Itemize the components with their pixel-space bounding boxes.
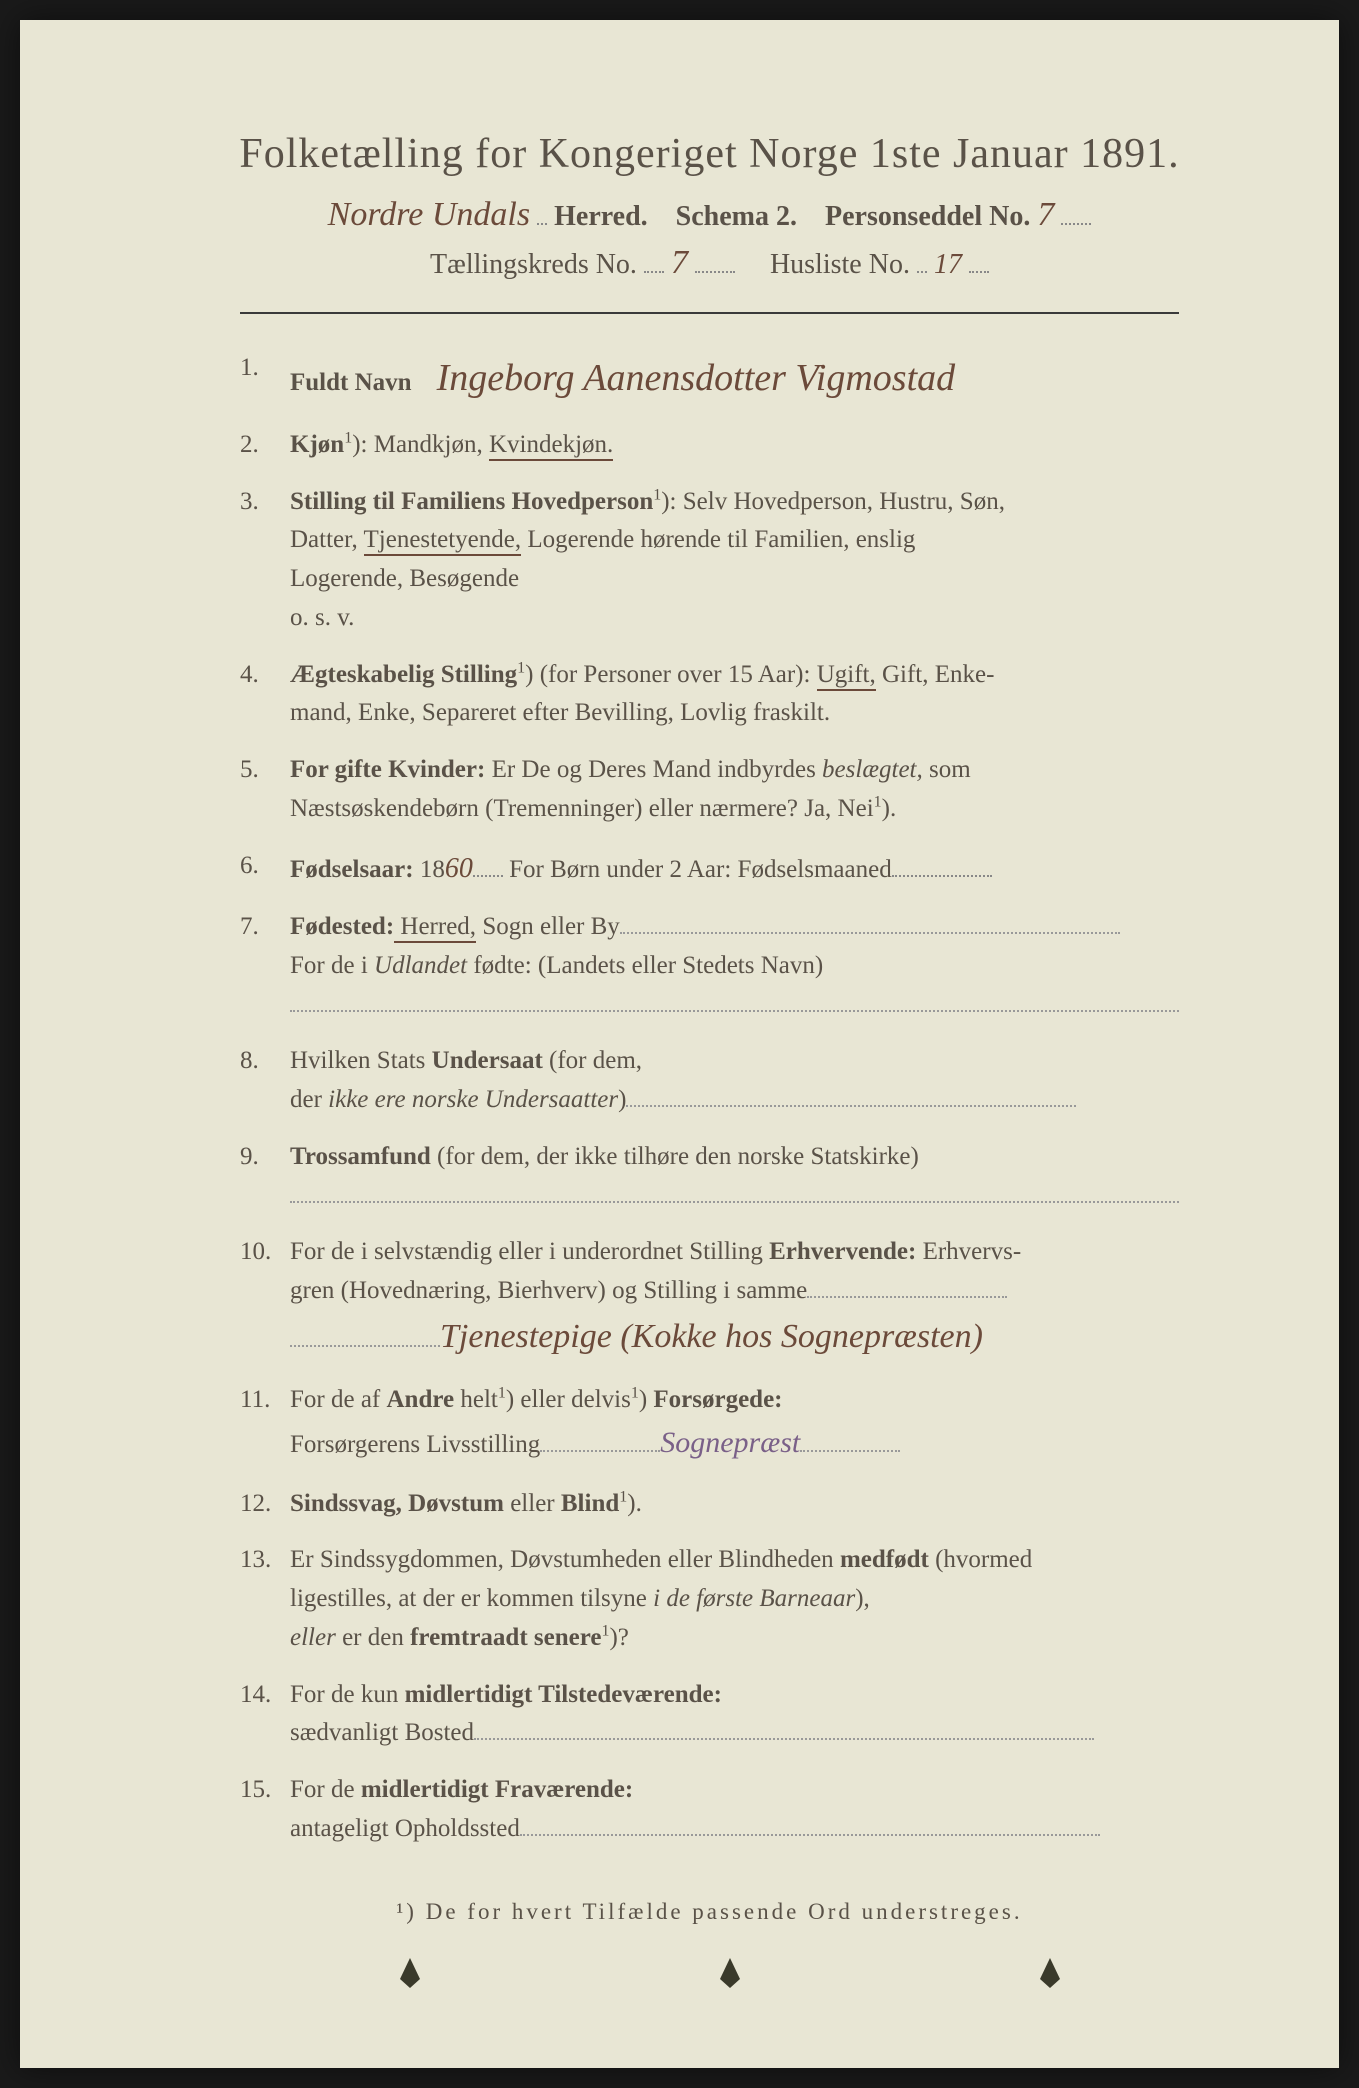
divider-line	[240, 312, 1179, 314]
personseddel-no: 7	[1037, 196, 1054, 233]
q15-label: midlertidigt Fraværende:	[361, 1776, 633, 1803]
kreds-no: 7	[671, 244, 688, 281]
q4-num: 4.	[240, 656, 290, 734]
herred-label: Herred.	[554, 201, 648, 232]
herred-handwritten: Nordre Undals	[328, 196, 530, 233]
q6-row: 6. Fødselsaar: 1860 For Børn under 2 Aar…	[240, 847, 1179, 890]
q2-num: 2.	[240, 426, 290, 465]
q5-label: For gifte Kvinder:	[290, 756, 485, 783]
schema-label: Schema 2.	[676, 201, 797, 232]
q3-row: 3. Stilling til Familiens Hovedperson1):…	[240, 483, 1179, 638]
q4-row: 4. Ægteskabelig Stilling1) (for Personer…	[240, 656, 1179, 734]
q12-row: 12. Sindssvag, Døvstum eller Blind1).	[240, 1485, 1179, 1524]
q11-row: 11. For de af Andre helt1) eller delvis1…	[240, 1381, 1179, 1466]
q7-num: 7.	[240, 908, 290, 1024]
q8-row: 8. Hvilken Stats Undersaat (for dem, der…	[240, 1042, 1179, 1120]
q7-label: Fødested:	[290, 913, 394, 940]
q11-num: 11.	[240, 1381, 290, 1466]
q13-row: 13. Er Sindssygdommen, Døvstumheden elle…	[240, 1541, 1179, 1657]
q14-label: midlertidigt Tilstedeværende:	[405, 1681, 722, 1708]
q3-selected: Tjenestetyende,	[364, 526, 522, 556]
form-title: Folketælling for Kongeriget Norge 1ste J…	[200, 130, 1219, 178]
q14-num: 14.	[240, 1676, 290, 1754]
q13-num: 13.	[240, 1541, 290, 1657]
q6-num: 6.	[240, 847, 290, 890]
q9-label: Trossamfund	[290, 1143, 431, 1170]
q14-row: 14. For de kun midlertidigt Tilstedevære…	[240, 1676, 1179, 1754]
q2-selected: Kvindekjøn.	[489, 431, 613, 461]
page-tear-3	[1040, 1958, 1060, 1988]
q15-row: 15. For de midlertidigt Fraværende: anta…	[240, 1771, 1179, 1849]
q12-label: Sindssvag, Døvstum	[290, 1490, 504, 1517]
q11-label: Forsørgede:	[653, 1386, 782, 1413]
personseddel-label: Personseddel No.	[825, 201, 1030, 232]
q10-value: Tjenestepige (Kokke hos Sognepræsten)	[440, 1318, 983, 1355]
page-tear-2	[720, 1958, 740, 1988]
q11-value: Sognepræst	[660, 1426, 800, 1459]
q1-num: 1.	[240, 349, 290, 408]
q12-num: 12.	[240, 1485, 290, 1524]
q2-row: 2. Kjøn1): Mandkjøn, Kvindekjøn.	[240, 426, 1179, 465]
q10-row: 10. For de i selvstændig eller i underor…	[240, 1233, 1179, 1363]
header-line-1: Nordre Undals Herred. Schema 2. Personse…	[200, 196, 1219, 234]
q6-year: 60	[445, 853, 473, 884]
kreds-label: Tællingskreds No.	[430, 249, 637, 280]
q15-num: 15.	[240, 1771, 290, 1849]
q7-selected: Herred,	[394, 913, 476, 943]
q1-label: Fuldt Navn	[290, 369, 412, 396]
census-form-page: Folketælling for Kongeriget Norge 1ste J…	[20, 20, 1339, 2068]
q8-num: 8.	[240, 1042, 290, 1120]
q3-num: 3.	[240, 483, 290, 638]
q9-num: 9.	[240, 1138, 290, 1216]
q1-row: 1. Fuldt Navn Ingeborg Aanensdotter Vigm…	[240, 349, 1179, 408]
q4-selected: Ugift,	[817, 661, 876, 691]
header-line-2: Tællingskreds No. 7 Husliste No. 17	[200, 244, 1219, 282]
husliste-label: Husliste No.	[770, 249, 910, 280]
q10-label: Erhvervende:	[769, 1238, 916, 1265]
footnote: ¹) De for hvert Tilfælde passende Ord un…	[240, 1899, 1179, 1925]
q5-row: 5. For gifte Kvinder: Er De og Deres Man…	[240, 751, 1179, 829]
q8-label: Undersaat	[432, 1047, 543, 1074]
husliste-no: 17	[934, 249, 962, 280]
q7-row: 7. Fødested: Herred, Sogn eller By For d…	[240, 908, 1179, 1024]
q4-label: Ægteskabelig Stilling	[290, 661, 517, 688]
form-body: 1. Fuldt Navn Ingeborg Aanensdotter Vigm…	[200, 349, 1219, 1925]
q10-num: 10.	[240, 1233, 290, 1363]
page-tear-1	[400, 1958, 420, 1988]
q3-label: Stilling til Familiens Hovedperson	[290, 488, 653, 515]
q5-num: 5.	[240, 751, 290, 829]
q6-label: Fødselsaar:	[290, 856, 414, 883]
q9-row: 9. Trossamfund (for dem, der ikke tilhør…	[240, 1138, 1179, 1216]
q1-value: Ingeborg Aanensdotter Vigmostad	[437, 357, 956, 399]
q2-label: Kjøn	[290, 431, 344, 458]
